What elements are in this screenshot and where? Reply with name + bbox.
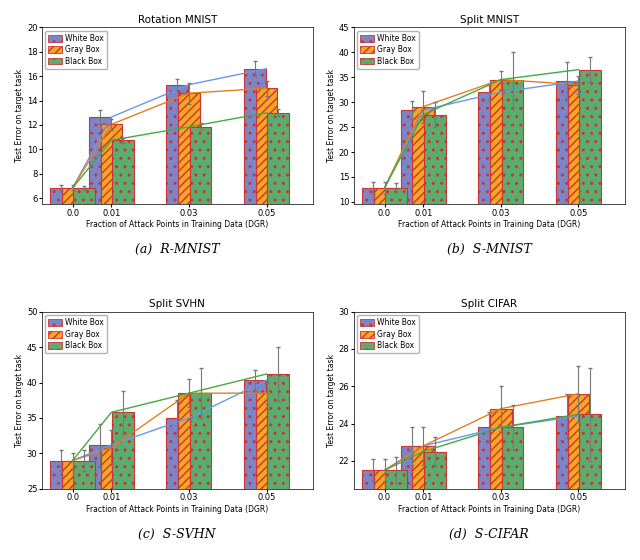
Bar: [374, 188, 396, 252]
Bar: [268, 113, 289, 272]
Bar: [412, 106, 434, 252]
Bar: [89, 117, 111, 272]
Bar: [166, 85, 188, 272]
Bar: [61, 460, 83, 560]
Bar: [412, 446, 434, 560]
Y-axis label: Test Error on target task: Test Error on target task: [327, 69, 336, 162]
Bar: [112, 412, 134, 560]
Bar: [100, 448, 122, 560]
Legend: White Box, Gray Box, Black Box: White Box, Gray Box, Black Box: [357, 31, 419, 69]
Bar: [362, 188, 384, 252]
Bar: [255, 88, 277, 272]
Bar: [478, 92, 500, 252]
Bar: [189, 127, 211, 272]
Bar: [568, 85, 589, 252]
Bar: [178, 393, 200, 560]
Text: (c)  S-SVHN: (c) S-SVHN: [138, 528, 216, 541]
Bar: [579, 69, 601, 252]
Bar: [74, 188, 95, 272]
Bar: [244, 69, 266, 272]
X-axis label: Fraction of Attack Points in Training Data (DGR): Fraction of Attack Points in Training Da…: [86, 221, 268, 230]
Bar: [178, 93, 200, 272]
Bar: [401, 110, 422, 252]
Title: Rotation MNIST: Rotation MNIST: [138, 15, 217, 25]
Text: (b)  S-MNIST: (b) S-MNIST: [447, 244, 532, 256]
X-axis label: Fraction of Attack Points in Training Data (DGR): Fraction of Attack Points in Training Da…: [86, 505, 268, 514]
Bar: [385, 188, 407, 252]
Bar: [502, 80, 524, 252]
Bar: [385, 470, 407, 560]
Bar: [89, 445, 111, 560]
Bar: [424, 451, 446, 560]
Y-axis label: Test Error on target task: Test Error on target task: [327, 354, 336, 447]
Legend: White Box, Gray Box, Black Box: White Box, Gray Box, Black Box: [357, 315, 419, 353]
Bar: [556, 81, 578, 252]
Legend: White Box, Gray Box, Black Box: White Box, Gray Box, Black Box: [45, 315, 107, 353]
Bar: [490, 80, 512, 252]
Bar: [61, 188, 83, 272]
Bar: [244, 380, 266, 560]
Bar: [568, 394, 589, 560]
Bar: [268, 374, 289, 560]
Bar: [189, 393, 211, 560]
Bar: [362, 470, 384, 560]
Bar: [50, 460, 72, 560]
Bar: [166, 418, 188, 560]
Bar: [490, 409, 512, 560]
X-axis label: Fraction of Attack Points in Training Data (DGR): Fraction of Attack Points in Training Da…: [398, 505, 580, 514]
Title: Split CIFAR: Split CIFAR: [461, 300, 517, 310]
Bar: [74, 460, 95, 560]
Bar: [50, 188, 72, 272]
Bar: [424, 115, 446, 252]
Bar: [100, 124, 122, 272]
Bar: [112, 140, 134, 272]
Y-axis label: Test Error on target task: Test Error on target task: [15, 354, 24, 447]
Bar: [502, 427, 524, 560]
Bar: [556, 416, 578, 560]
Bar: [374, 470, 396, 560]
Bar: [579, 414, 601, 560]
Bar: [478, 427, 500, 560]
Title: Split SVHN: Split SVHN: [149, 300, 205, 310]
Legend: White Box, Gray Box, Black Box: White Box, Gray Box, Black Box: [45, 31, 107, 69]
Bar: [255, 393, 277, 560]
Y-axis label: Test Error on target task: Test Error on target task: [15, 69, 24, 162]
Title: Split MNIST: Split MNIST: [460, 15, 519, 25]
Text: (d)  S-CIFAR: (d) S-CIFAR: [449, 528, 529, 541]
Bar: [401, 446, 422, 560]
X-axis label: Fraction of Attack Points in Training Data (DGR): Fraction of Attack Points in Training Da…: [398, 221, 580, 230]
Text: (a)  R-MNIST: (a) R-MNIST: [135, 244, 220, 256]
